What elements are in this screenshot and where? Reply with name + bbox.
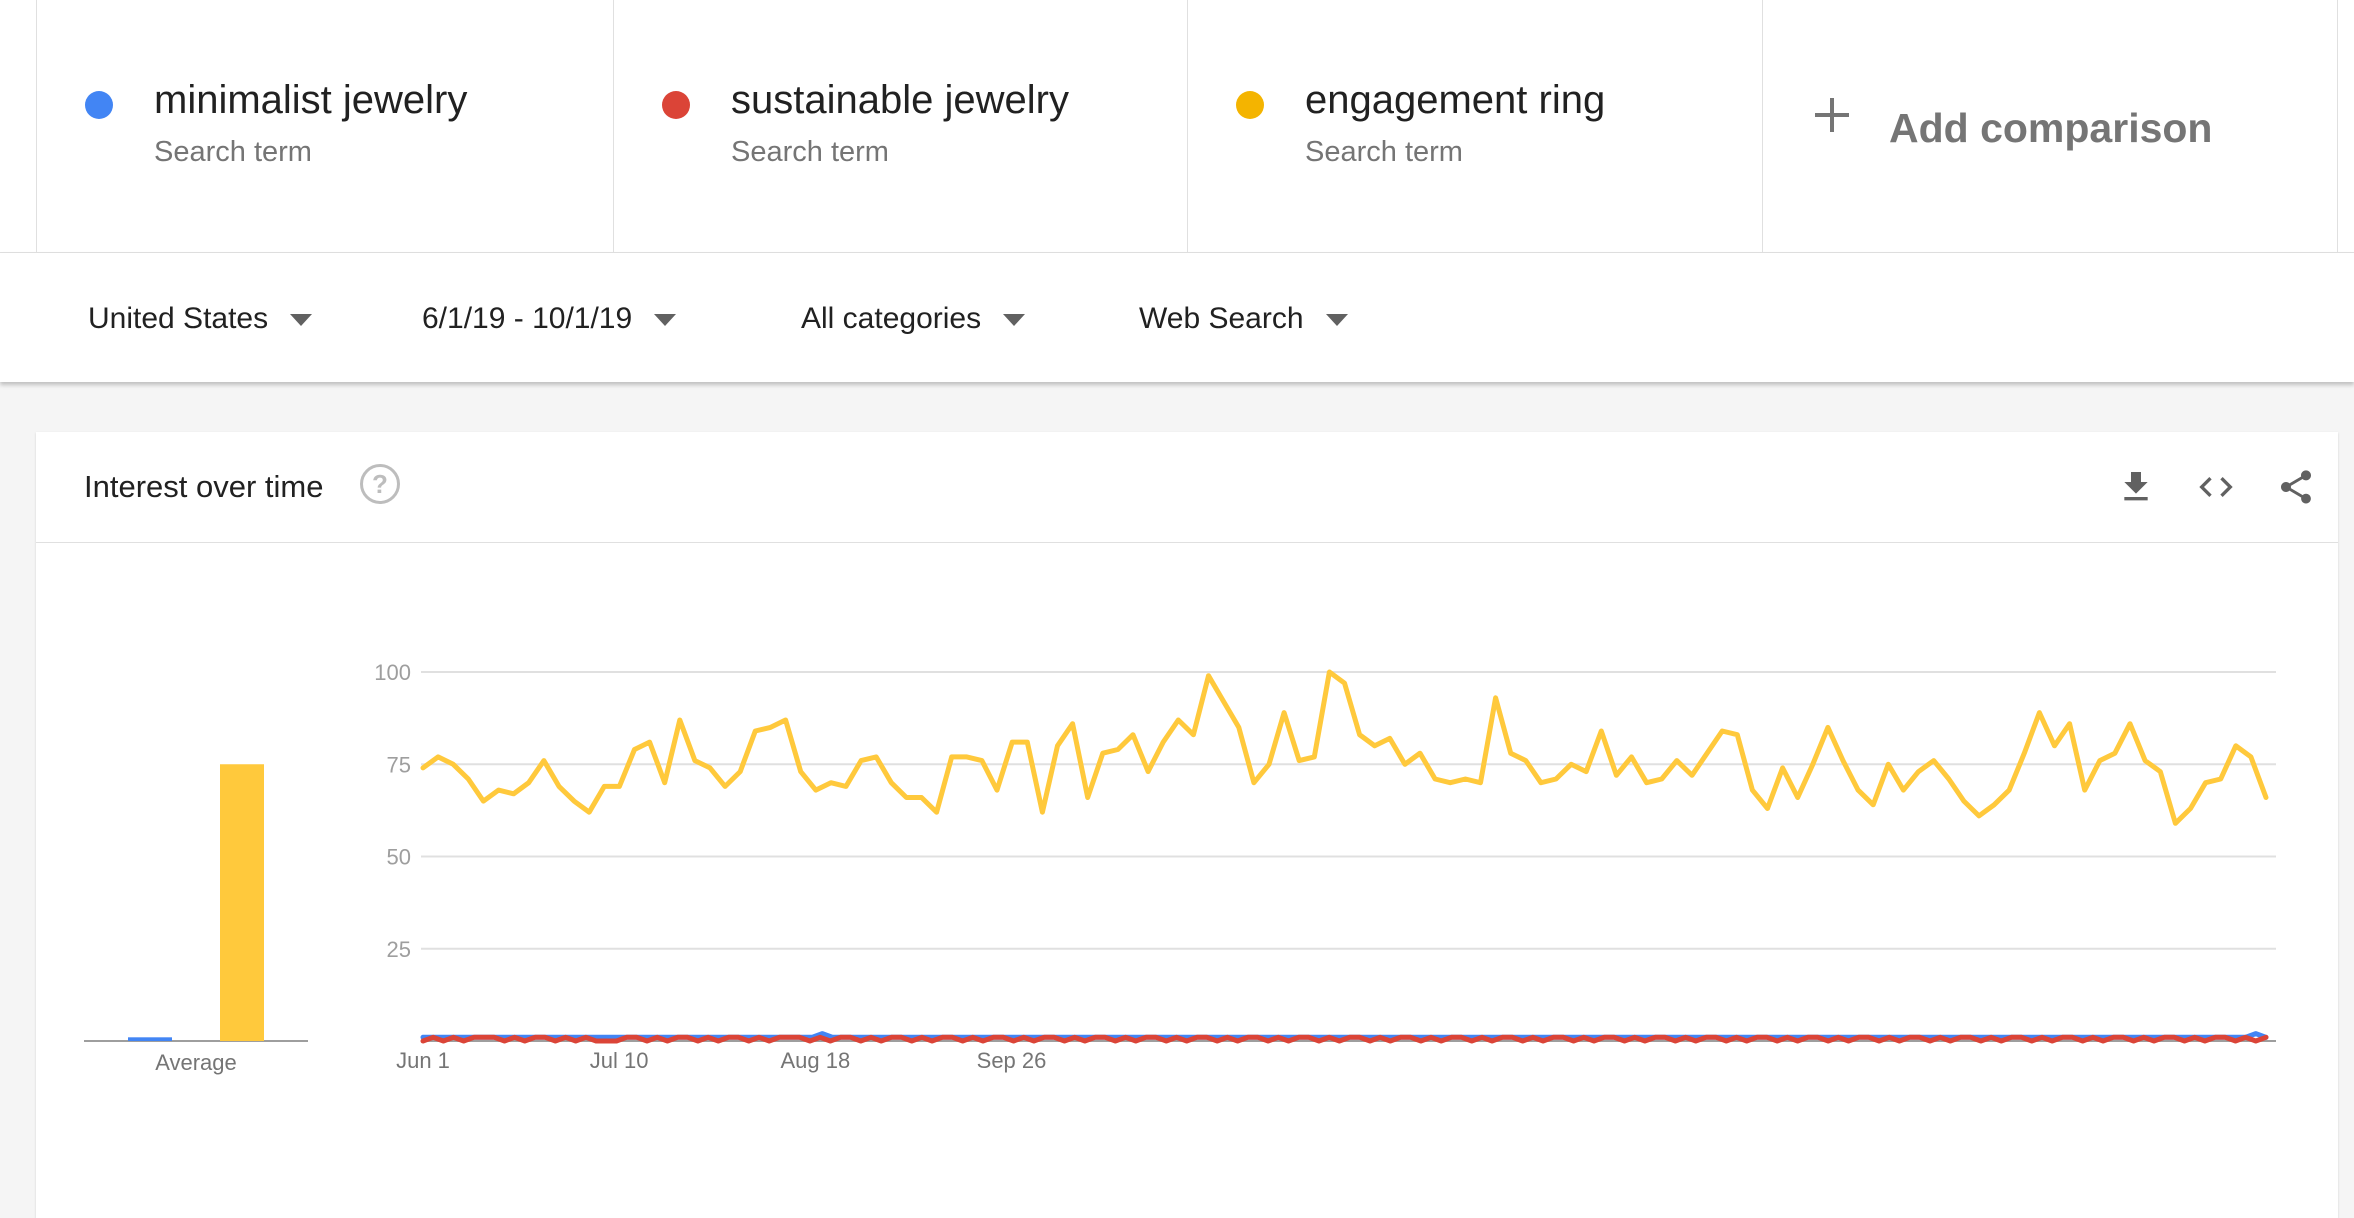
series-lines xyxy=(420,669,2269,1044)
y-tick-label: 75 xyxy=(387,752,411,777)
x-tick-label: Jun 1 xyxy=(396,1048,450,1073)
term-card-minimalist-jewelry[interactable]: minimalist jewelry Search term xyxy=(36,0,613,252)
download-icon[interactable] xyxy=(2116,467,2156,507)
term-name: engagement ring xyxy=(1305,78,1606,122)
region-dropdown[interactable]: United States xyxy=(88,302,313,336)
caret-down-icon xyxy=(1003,314,1026,327)
date-range-dropdown[interactable]: 6/1/19 - 10/1/19 xyxy=(422,302,677,336)
caret-down-icon xyxy=(1325,314,1348,327)
average-label: Average xyxy=(155,1050,237,1075)
gridlines: 25 50 75 100 xyxy=(374,660,2276,1042)
term-card-engagement-ring[interactable]: engagement ring Search term xyxy=(1187,0,1762,252)
y-tick-label: 50 xyxy=(387,845,411,870)
x-tick-label: Sep 26 xyxy=(977,1048,1047,1073)
term-name: sustainable jewelry xyxy=(731,78,1069,122)
series-color-dot xyxy=(662,91,690,119)
term-type: Search term xyxy=(731,136,889,168)
card-title: Interest over time xyxy=(84,469,324,504)
term-type: Search term xyxy=(154,136,312,168)
region-value: United States xyxy=(88,302,269,335)
x-tick-label: Jul 10 xyxy=(590,1048,649,1073)
search-type-value: Web Search xyxy=(1139,302,1304,335)
series-line-sustainable-jewelry[interactable] xyxy=(420,1034,2269,1044)
caret-down-icon xyxy=(290,314,313,327)
share-icon[interactable] xyxy=(2276,467,2316,507)
y-tick-label: 25 xyxy=(387,937,411,962)
series-color-dot xyxy=(1236,91,1264,119)
category-value: All categories xyxy=(801,302,982,335)
series-color-dot xyxy=(85,91,113,119)
term-type: Search term xyxy=(1305,136,1463,168)
category-dropdown[interactable]: All categories xyxy=(801,302,1026,336)
caret-down-icon xyxy=(654,314,677,327)
plus-icon xyxy=(1815,98,1849,132)
term-card-sustainable-jewelry[interactable]: sustainable jewelry Search term xyxy=(613,0,1187,252)
search-type-dropdown[interactable]: Web Search xyxy=(1139,302,1348,336)
add-comparison-button[interactable]: Add comparison xyxy=(1762,0,2338,252)
embed-code-icon[interactable] xyxy=(2196,467,2236,507)
card-header: Interest over time ? xyxy=(36,432,2338,543)
date-range-value: 6/1/19 - 10/1/19 xyxy=(422,302,633,335)
average-bars: Average xyxy=(84,764,308,1075)
interest-over-time-chart: Average 25 50 75 100 Jun 1 Jul 10 Aug 18 Sep 2… xyxy=(84,660,2276,1075)
series-line-engagement-ring[interactable] xyxy=(420,669,2269,826)
filter-bar: United States 6/1/19 - 10/1/19 All categ… xyxy=(0,253,2354,382)
term-name: minimalist jewelry xyxy=(154,78,468,122)
average-bar-engagement-ring[interactable] xyxy=(220,764,264,1041)
average-bar-minimalist-jewelry[interactable] xyxy=(128,1037,172,1041)
y-tick-label: 100 xyxy=(374,660,411,685)
interest-over-time-card: Interest over time ? Average 25 50 75 100 J… xyxy=(36,432,2338,1218)
comparison-bar: minimalist jewelry Search term sustainab… xyxy=(0,0,2354,253)
help-circle-icon[interactable]: ? xyxy=(360,464,400,504)
x-tick-label: Aug 18 xyxy=(780,1048,850,1073)
add-comparison-label: Add comparison xyxy=(1889,105,2213,151)
x-axis-ticks: Jun 1 Jul 10 Aug 18 Sep 26 xyxy=(396,1048,1046,1073)
